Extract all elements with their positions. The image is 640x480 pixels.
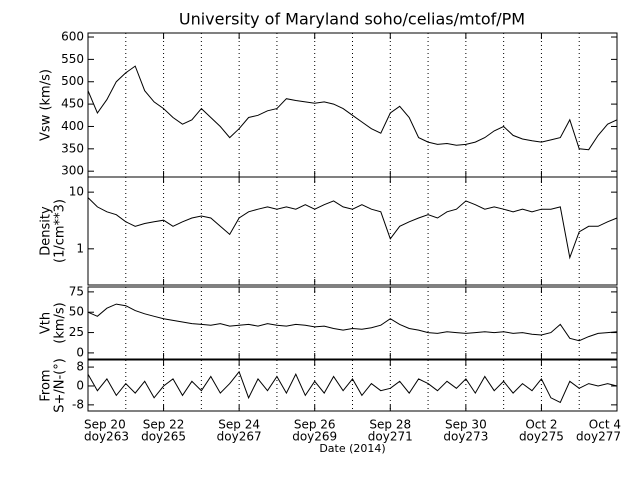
x-axis-label: Date (2014)	[319, 442, 385, 455]
x-tick-sublabel: doy269	[292, 430, 337, 444]
chart-title: University of Maryland soho/celias/mtof/…	[179, 10, 525, 29]
x-tick-sublabel: doy273	[443, 430, 488, 444]
y-tick-label: 600	[61, 30, 84, 44]
x-tick-sublabel: doy265	[141, 430, 186, 444]
x-tick-sublabel: doy263	[84, 430, 129, 444]
x-tick-label: Sep 22	[143, 418, 185, 432]
x-tick-label: Sep 28	[369, 418, 411, 432]
x-tick-label: Oct 4	[589, 418, 621, 432]
y-tick-label: 75	[69, 284, 84, 298]
x-tick-sublabel: doy277	[576, 430, 621, 444]
y-tick-label: 8	[76, 360, 84, 374]
y-tick-label: 550	[61, 52, 84, 66]
plot-frame	[87, 286, 618, 360]
x-tick-sublabel: doy271	[368, 430, 413, 444]
x-tick-label: Sep 26	[294, 418, 336, 432]
x-tick-label: Sep 30	[445, 418, 487, 432]
y-axis-label: Density	[39, 206, 54, 256]
data-line	[87, 303, 618, 342]
y-tick-label: 300	[61, 164, 84, 178]
y-tick-label: 0	[76, 345, 84, 359]
y-axis-label: (km/s)	[53, 302, 68, 344]
y-tick-label: 450	[61, 97, 84, 111]
x-tick-sublabel: doy267	[217, 430, 262, 444]
y-axis-label: Vsw (km/s)	[39, 69, 54, 141]
y-tick-label: 350	[61, 141, 84, 155]
y-tick-label: 25	[69, 325, 84, 339]
y-axis-label: (1/cm**3)	[53, 199, 68, 263]
y-tick-label: 400	[61, 119, 84, 133]
data-line	[87, 197, 618, 260]
y-tick-label: -8	[72, 397, 84, 411]
y-axis-label: Vth	[39, 312, 54, 334]
x-tick-label: Sep 24	[218, 418, 260, 432]
y-tick-label: 0	[76, 378, 84, 392]
x-tick-label: Sep 20	[84, 418, 126, 432]
y-axis-label: S+/N-(°)	[53, 358, 68, 413]
data-line	[87, 65, 618, 151]
y-tick-label: 50	[69, 305, 84, 319]
y-tick-label: 1	[76, 241, 84, 255]
y-tick-label: 10	[69, 185, 84, 199]
y-tick-label: 500	[61, 74, 84, 88]
data-line	[87, 370, 618, 404]
plot-frame	[87, 176, 618, 286]
x-tick-sublabel: doy275	[519, 430, 564, 444]
x-tick-label: Oct 2	[525, 418, 557, 432]
y-axis-label: From	[39, 369, 54, 401]
